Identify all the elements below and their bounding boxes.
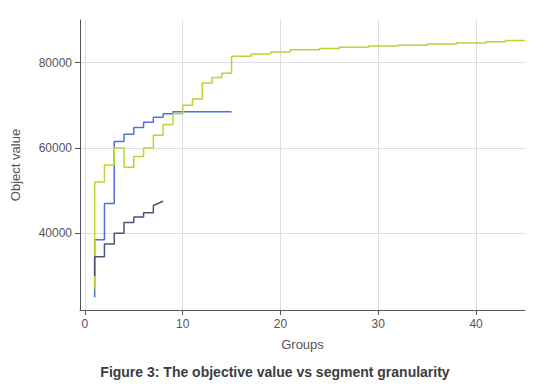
svg-text:Figure 3: The objective value: Figure 3: The objective value vs segment… bbox=[100, 364, 450, 380]
svg-text:30: 30 bbox=[372, 317, 386, 331]
svg-text:60000: 60000 bbox=[39, 141, 73, 155]
svg-text:0: 0 bbox=[82, 317, 89, 331]
svg-text:40: 40 bbox=[469, 317, 483, 331]
svg-text:Object value: Object value bbox=[8, 129, 23, 201]
svg-text:10: 10 bbox=[176, 317, 190, 331]
svg-text:Groups: Groups bbox=[281, 337, 324, 352]
svg-text:40000: 40000 bbox=[39, 226, 73, 240]
svg-text:80000: 80000 bbox=[39, 56, 73, 70]
svg-text:20: 20 bbox=[274, 317, 288, 331]
